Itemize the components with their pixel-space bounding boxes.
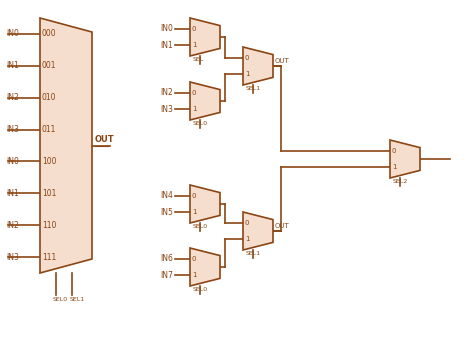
Text: SEL0: SEL0 [53, 297, 68, 302]
Polygon shape [390, 140, 420, 178]
Polygon shape [190, 18, 220, 56]
Text: 0: 0 [245, 55, 249, 61]
Text: OUT: OUT [95, 135, 115, 143]
Text: IN2: IN2 [6, 221, 19, 230]
Text: OUT: OUT [275, 58, 290, 64]
Text: IN7: IN7 [160, 271, 173, 280]
Polygon shape [243, 47, 273, 85]
Text: 010: 010 [42, 93, 56, 102]
Text: SEL0: SEL0 [193, 224, 208, 229]
Text: IN4: IN4 [160, 191, 173, 200]
Text: SEL: SEL [193, 57, 204, 62]
Polygon shape [190, 82, 220, 120]
Text: IN1: IN1 [160, 41, 173, 50]
Text: IN3: IN3 [6, 125, 19, 134]
Text: 0: 0 [245, 220, 249, 226]
Text: IN2: IN2 [160, 88, 173, 97]
Text: SEL0: SEL0 [193, 287, 208, 292]
Text: 000: 000 [42, 29, 56, 38]
Text: IN3: IN3 [160, 105, 173, 114]
Text: 0: 0 [392, 148, 396, 154]
Text: 011: 011 [42, 125, 56, 134]
Text: 001: 001 [42, 61, 56, 70]
Text: IN1: IN1 [6, 189, 19, 198]
Polygon shape [40, 18, 92, 273]
Text: IN0: IN0 [6, 157, 19, 166]
Text: SEL1: SEL1 [246, 251, 261, 256]
Text: 0: 0 [192, 193, 197, 199]
Text: IN2: IN2 [6, 93, 19, 102]
Polygon shape [190, 185, 220, 223]
Text: IN3: IN3 [6, 253, 19, 262]
Text: SEL0: SEL0 [193, 121, 208, 126]
Text: 1: 1 [392, 164, 396, 171]
Text: IN0: IN0 [160, 24, 173, 33]
Text: SEL1: SEL1 [246, 86, 261, 91]
Text: 0: 0 [192, 89, 197, 96]
Text: 0: 0 [192, 256, 197, 262]
Text: 110: 110 [42, 221, 56, 230]
Text: IN0: IN0 [6, 29, 19, 38]
Text: 111: 111 [42, 253, 56, 262]
Polygon shape [243, 212, 273, 250]
Text: IN5: IN5 [160, 208, 173, 217]
Text: 100: 100 [42, 157, 56, 166]
Text: 1: 1 [192, 272, 197, 278]
Text: IN6: IN6 [160, 254, 173, 263]
Polygon shape [190, 248, 220, 286]
Text: 0: 0 [192, 26, 197, 32]
Text: 1: 1 [192, 210, 197, 215]
Text: 1: 1 [245, 236, 249, 242]
Text: OUT: OUT [275, 223, 290, 229]
Text: 1: 1 [192, 106, 197, 112]
Text: SEL1: SEL1 [69, 297, 84, 302]
Text: 1: 1 [245, 72, 249, 77]
Text: IN1: IN1 [6, 61, 19, 70]
Text: 1: 1 [192, 42, 197, 48]
Text: SEL2: SEL2 [393, 179, 408, 184]
Text: 101: 101 [42, 189, 56, 198]
